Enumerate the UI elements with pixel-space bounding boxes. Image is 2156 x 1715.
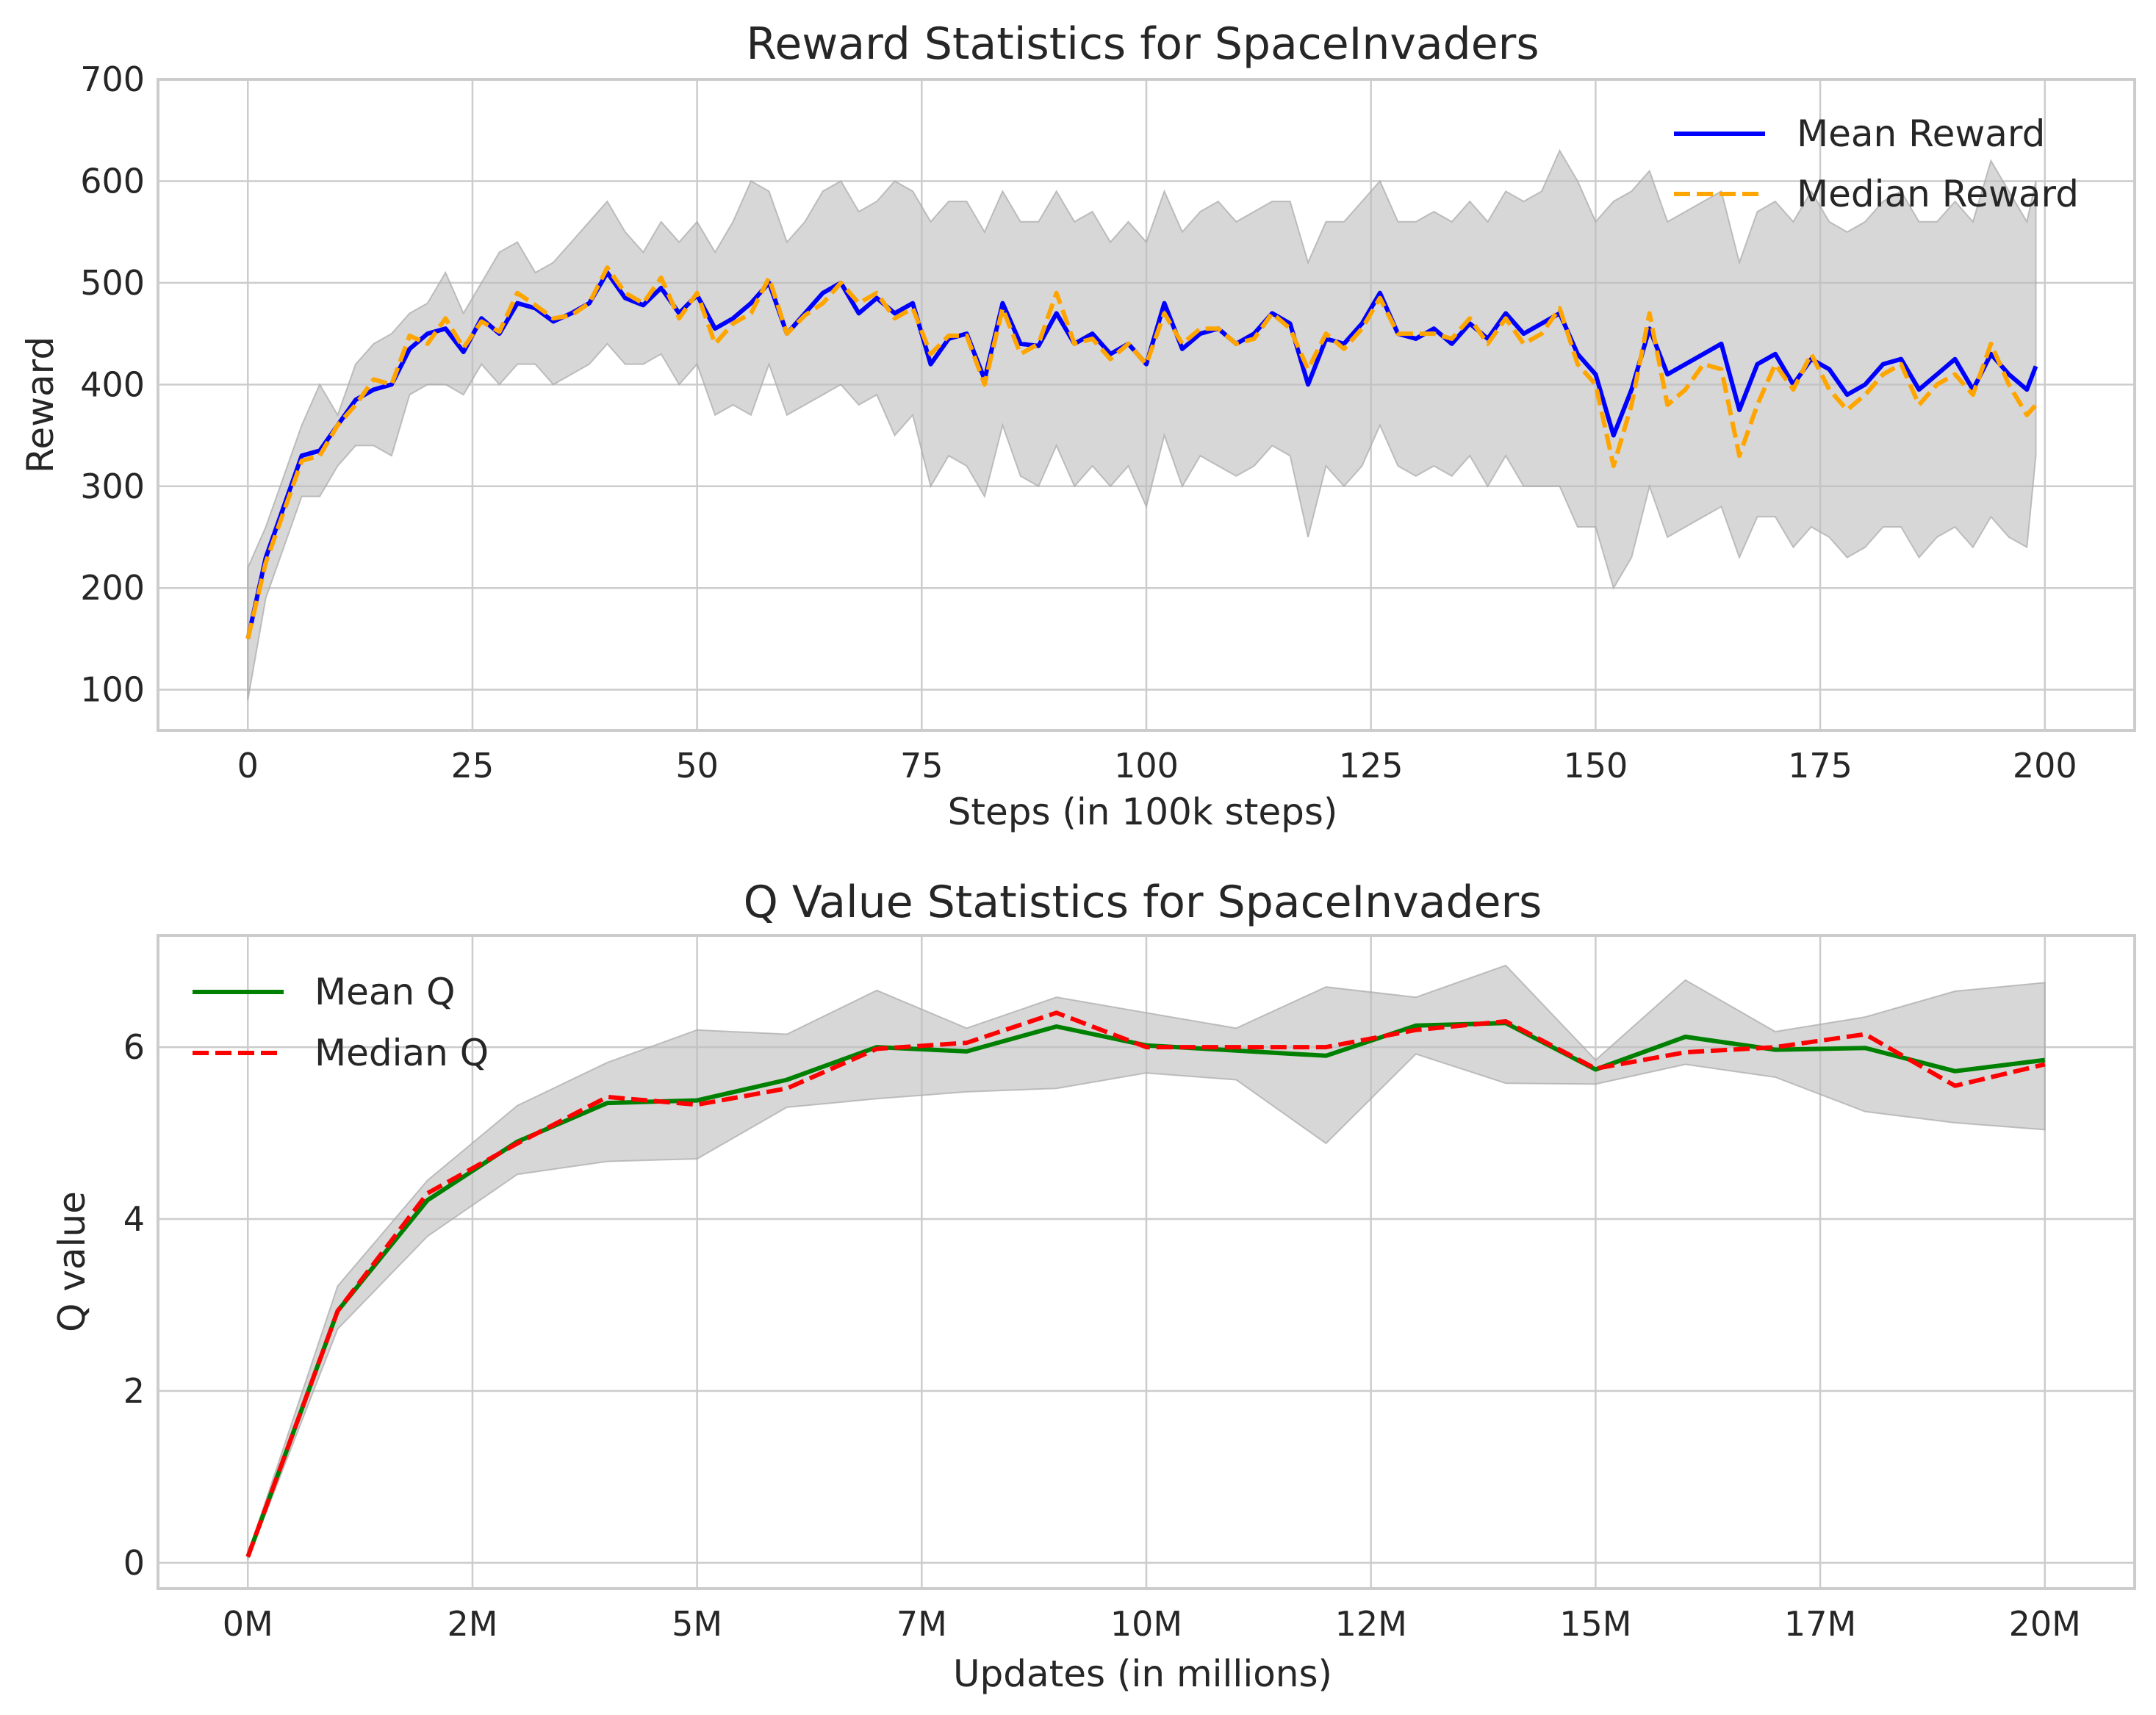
- y-tick-label: 500: [80, 263, 145, 303]
- x-tick-label: 5M: [672, 1604, 722, 1644]
- y-tick-label: 700: [80, 60, 145, 99]
- x-tick-label: 20M: [2009, 1604, 2081, 1644]
- y-tick-label: 4: [123, 1199, 145, 1239]
- reward-series-lines: [245, 265, 2038, 640]
- legend-median-reward-label: Median Reward: [1797, 173, 2079, 215]
- y-tick-label: 200: [80, 568, 145, 608]
- x-tick-label: 100: [1114, 746, 1179, 785]
- y-tick-label: 600: [80, 161, 145, 201]
- y-tick-label: 100: [80, 670, 145, 710]
- x-tick-label: 0: [237, 746, 259, 785]
- reward-x-axis-label: Steps (in 100k steps): [948, 791, 1338, 833]
- x-tick-label: 50: [675, 746, 719, 785]
- y-tick-label: 400: [80, 364, 145, 404]
- legend-median-q-label: Median Q: [315, 1032, 489, 1074]
- q-value-x-ticks: 0M 2M 5M 7M 10M 12M 15M 17M 20M: [223, 1604, 2081, 1644]
- reward-chart: Reward Statistics for SpaceInvaders 0 25 5…: [19, 18, 2136, 833]
- y-tick-label: 0: [123, 1543, 145, 1583]
- q-value-chart: Q Value Statistics for SpaceInvaders 0M 2…: [51, 877, 2136, 1695]
- x-tick-label: 175: [1788, 746, 1853, 785]
- reward-y-axis-label: Reward: [19, 337, 62, 473]
- y-tick-label: 300: [80, 467, 145, 506]
- q-value-y-ticks: 0 2 4 6: [123, 1027, 145, 1583]
- q-value-legend: Mean Q Median Q: [193, 971, 489, 1074]
- q-value-y-axis-label: Q value: [51, 1191, 93, 1332]
- q-value-chart-title: Q Value Statistics for SpaceInvaders: [744, 877, 1542, 928]
- x-tick-label: 200: [2013, 746, 2077, 785]
- mean-reward-line: [245, 270, 2038, 640]
- legend-mean-reward-label: Mean Reward: [1797, 112, 2045, 155]
- q-value-series-lines: [245, 1010, 2046, 1558]
- reward-legend: Mean Reward Median Reward: [1674, 112, 2079, 215]
- median-reward-line: [245, 265, 2038, 640]
- y-tick-label: 6: [123, 1027, 145, 1067]
- x-tick-label: 75: [900, 746, 944, 785]
- q-value-x-axis-label: Updates (in millions): [953, 1653, 1332, 1695]
- x-tick-label: 10M: [1110, 1604, 1182, 1644]
- reward-plot-frame: [157, 78, 2136, 732]
- legend-mean-q-label: Mean Q: [315, 971, 455, 1013]
- x-tick-label: 12M: [1335, 1604, 1407, 1644]
- reward-y-ticks: 100 200 300 400 500 600 700: [80, 60, 145, 710]
- reward-range-band: [247, 148, 2037, 700]
- x-tick-label: 0M: [223, 1604, 273, 1644]
- x-tick-label: 150: [1563, 746, 1628, 785]
- x-tick-label: 2M: [447, 1604, 497, 1644]
- y-tick-label: 2: [123, 1371, 145, 1411]
- x-tick-label: 25: [451, 746, 495, 785]
- median-q-line: [245, 1010, 2046, 1558]
- x-tick-label: 7M: [896, 1604, 947, 1644]
- reward-chart-title: Reward Statistics for SpaceInvaders: [746, 18, 1539, 70]
- x-tick-label: 125: [1339, 746, 1404, 785]
- x-tick-label: 15M: [1559, 1604, 1631, 1644]
- x-tick-label: 17M: [1784, 1604, 1856, 1644]
- reward-x-ticks: 0 25 50 75 100 125 150 175 200: [237, 746, 2077, 785]
- q-value-range-band: [247, 964, 2046, 1560]
- q-value-plot-frame: [157, 934, 2136, 1590]
